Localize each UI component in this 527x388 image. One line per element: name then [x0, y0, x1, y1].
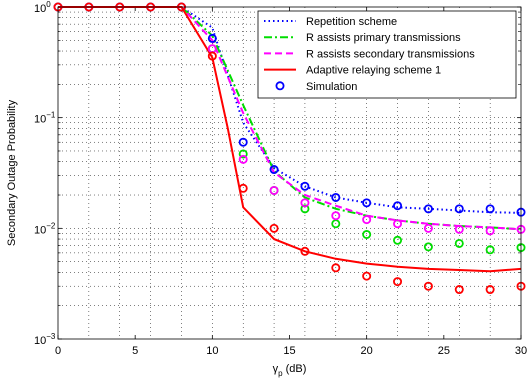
y-tick-label: 10−1 [34, 111, 56, 126]
plot-frame [57, 6, 522, 340]
simulation-point [423, 281, 433, 291]
grid-lines [58, 7, 521, 339]
y-axis-ticks: 10−3 10−2 10−1 100 [34, 0, 521, 347]
simulation-point [331, 263, 341, 273]
simulation-point [238, 183, 248, 193]
simulation-point [393, 219, 403, 229]
simulation-point [393, 201, 403, 211]
simulation-point [485, 285, 495, 295]
simulation-point [393, 235, 403, 245]
simulation-point [454, 285, 464, 295]
simulation-point [331, 192, 341, 202]
simulation-point [454, 224, 464, 234]
simulation-point [238, 149, 248, 159]
simulation-point [393, 277, 403, 287]
legend-label-1: Repetition scheme [306, 16, 397, 28]
legend-label-5: Simulation [306, 81, 357, 93]
x-tick-label: 10 [206, 345, 218, 357]
simulation-point [362, 198, 372, 208]
simulation-point [269, 165, 279, 175]
x-axis-label-symbol: γ [273, 363, 279, 375]
simulation-point [300, 246, 310, 256]
simulation-point [300, 181, 310, 191]
x-axis-label: γp (dB) [273, 363, 307, 378]
x-tick-label: 30 [515, 345, 527, 357]
simulation-point [269, 185, 279, 195]
simulation-point [207, 33, 217, 43]
legend-label-4: Adaptive relaying scheme 1 [306, 65, 441, 77]
x-tick-label: 25 [438, 345, 450, 357]
legend: Repetition scheme R assists primary trans… [257, 10, 517, 99]
x-axis-label-subscript: p [278, 369, 283, 378]
simulation-point [454, 204, 464, 214]
simulation-point [331, 211, 341, 221]
x-tick-label: 5 [132, 345, 138, 357]
y-tick-label: 100 [34, 0, 51, 15]
legend-box [257, 10, 517, 99]
x-tick-label: 0 [55, 345, 61, 357]
legend-marker-5 [275, 81, 285, 91]
simulation-point [454, 238, 464, 248]
simulation-point [362, 215, 372, 225]
x-tick-label: 15 [283, 345, 295, 357]
simulation-point [485, 204, 495, 214]
legend-label-3: R assists secondary transmissions [306, 48, 475, 60]
simulation-point [300, 198, 310, 208]
y-tick-label: 10−3 [34, 332, 56, 347]
simulation-point [362, 271, 372, 281]
simulation-point [423, 242, 433, 252]
x-tick-label: 20 [361, 345, 373, 357]
simulation-point [300, 204, 310, 214]
simulation-point [238, 154, 248, 164]
simulation-point [423, 204, 433, 214]
simulation-point [207, 51, 217, 61]
simulation-point [423, 223, 433, 233]
y-tick-label: 10−2 [34, 221, 56, 236]
x-axis-label-unit: (dB) [283, 363, 307, 375]
simulation-point [362, 229, 372, 239]
legend-label-2: R assists primary transmissions [306, 32, 461, 44]
x-axis-ticks: 0 5 10 15 20 25 30 [55, 7, 527, 357]
simulation-point [269, 223, 279, 233]
simulation-point [485, 245, 495, 255]
simulation-point [485, 226, 495, 236]
simulation-point [238, 137, 248, 147]
y-axis-label: Secondary Outage Probability [6, 99, 18, 246]
